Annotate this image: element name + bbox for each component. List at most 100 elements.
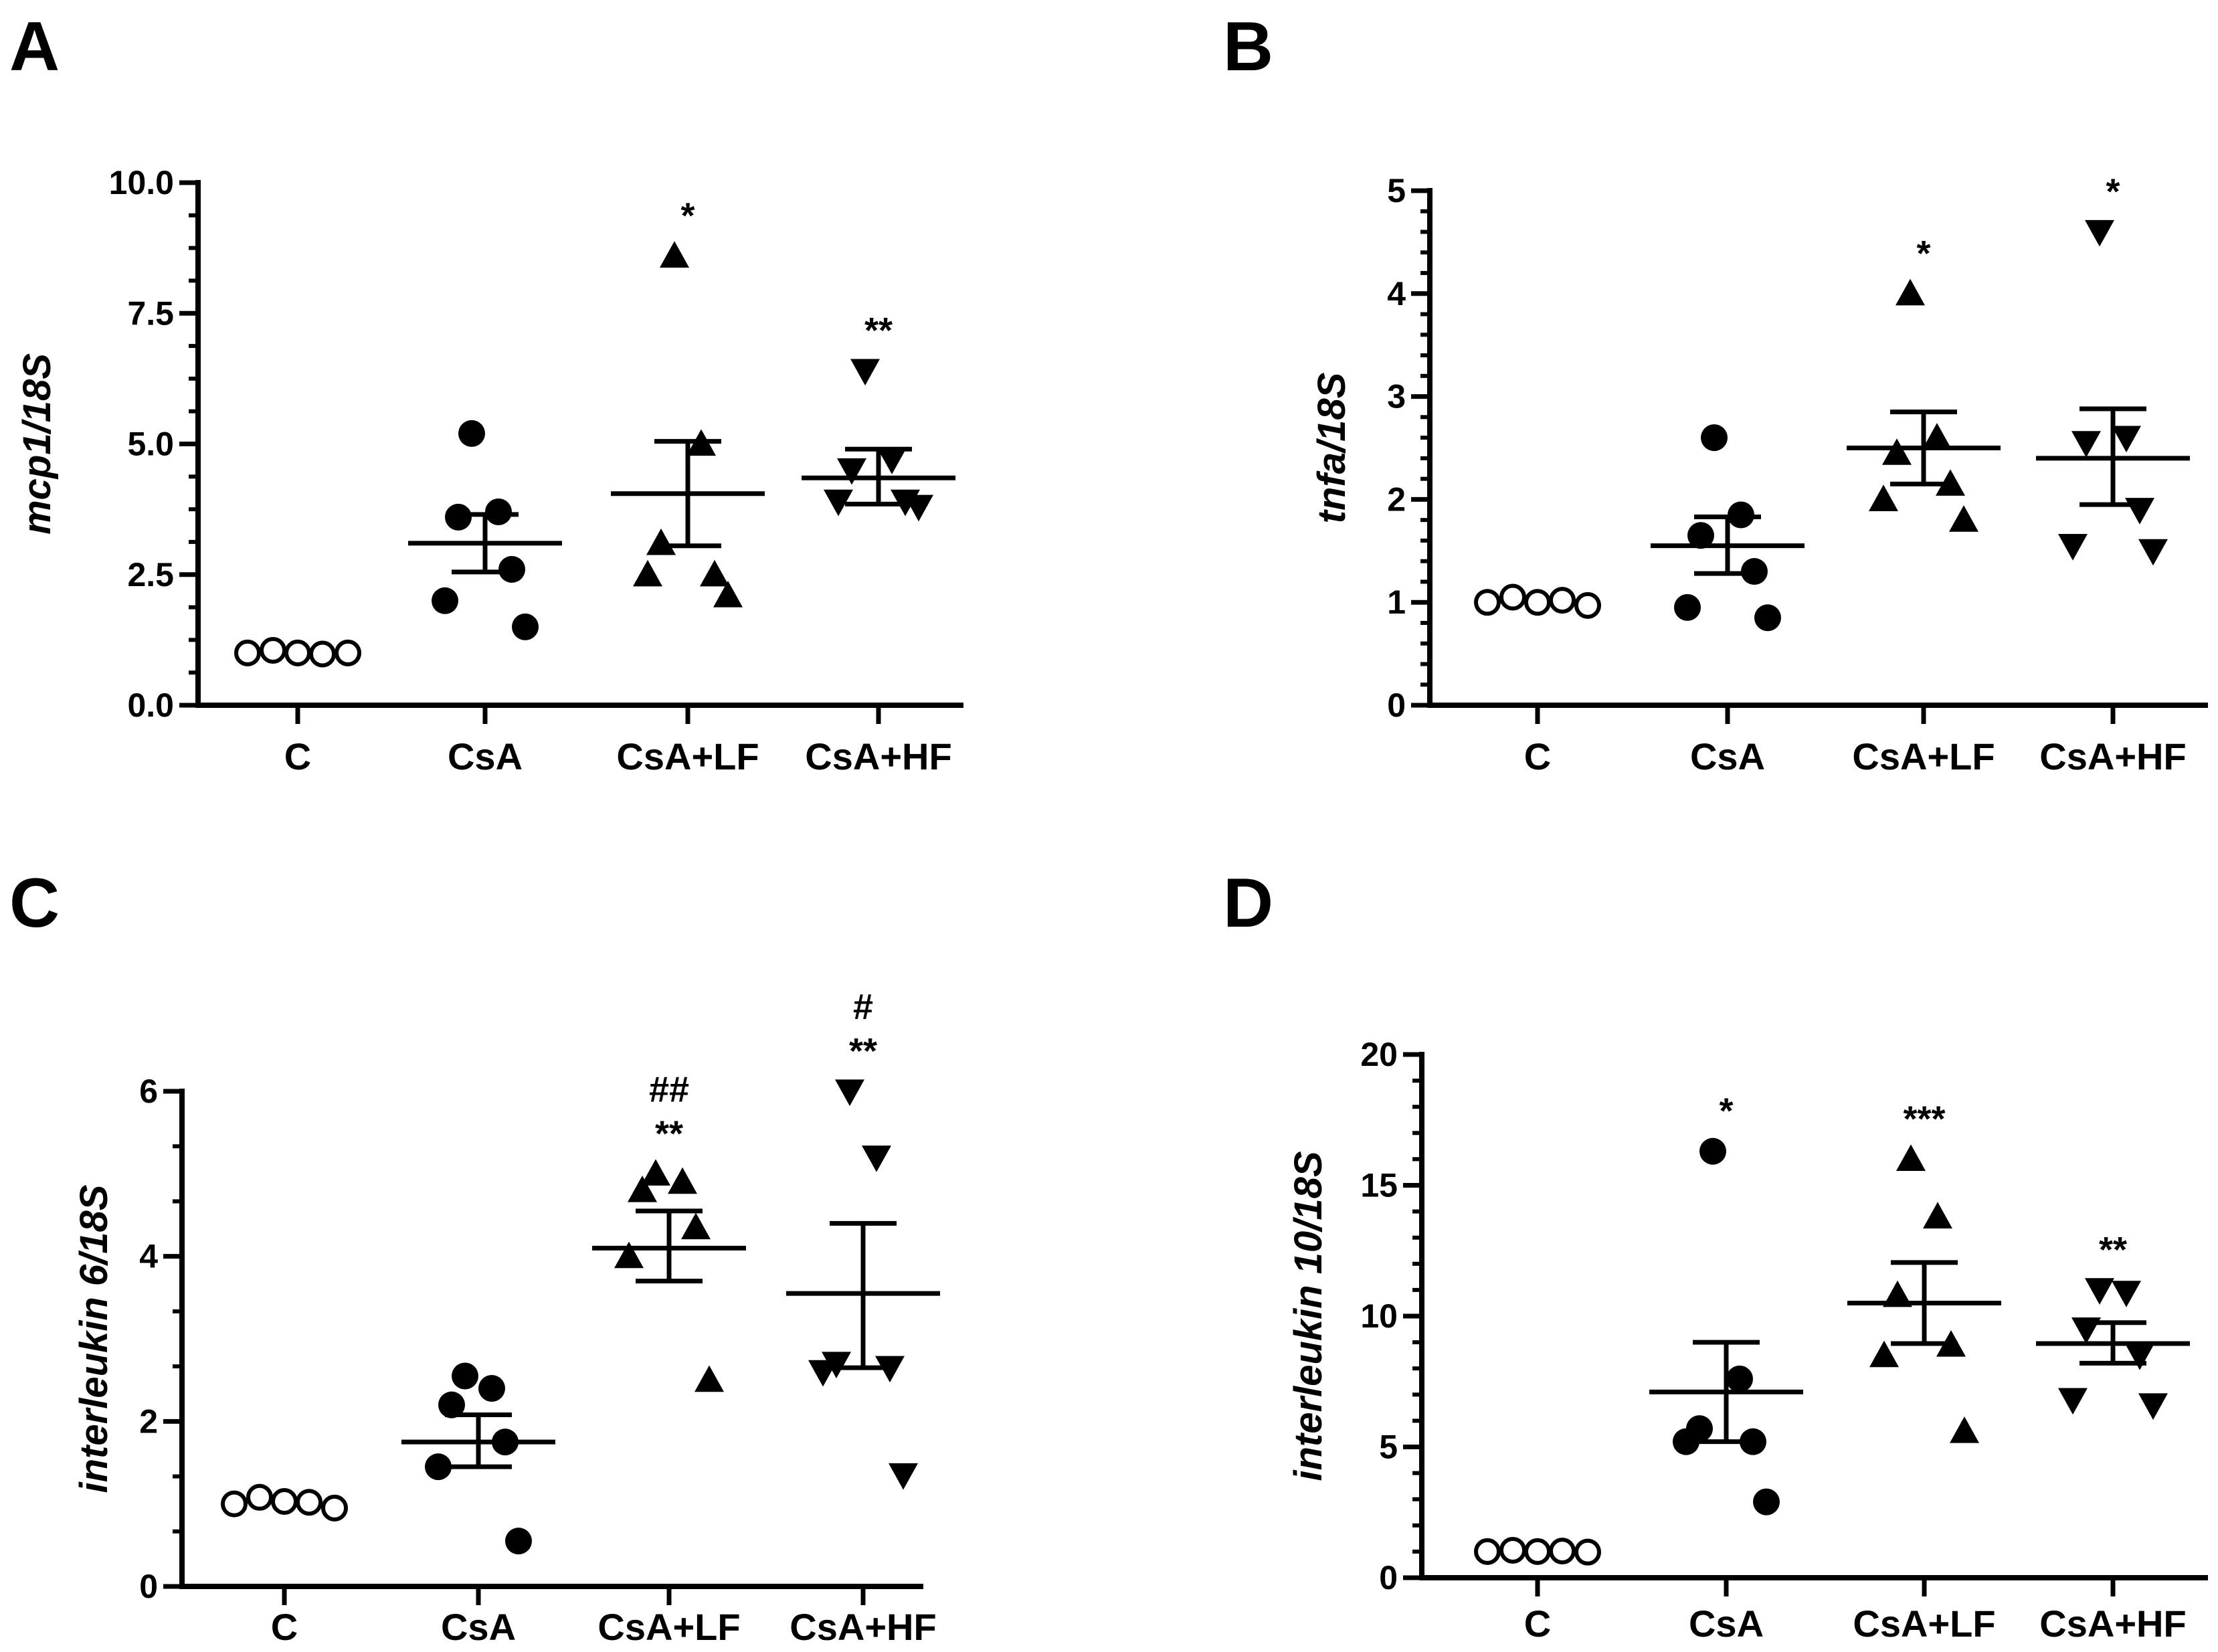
group-csa-plus-hf: **# <box>786 987 940 1490</box>
y-tick-label: 20 <box>1360 1036 1398 1073</box>
data-point <box>889 1463 918 1490</box>
significance-annotation: * <box>1916 234 1930 274</box>
significance-annotation: * <box>1719 1091 1733 1131</box>
y-tick-label: 1 <box>1387 583 1406 621</box>
panel-a: A 0.0 2.5 5.0 7.5 10.0 mcp1/18S C CsA CsA+LF CsA+H… <box>9 8 963 777</box>
data-point <box>1922 423 1952 450</box>
data-point <box>862 1145 891 1172</box>
panel-letter: A <box>9 8 60 86</box>
data-point <box>1896 1144 1926 1171</box>
y-axis-label: mcp1/18S <box>15 353 59 535</box>
y-tick-label: 0.0 <box>127 686 174 724</box>
data-point <box>445 503 472 531</box>
significance-annotation: # <box>853 987 873 1027</box>
data-point <box>1949 505 1978 532</box>
data-point <box>824 489 853 517</box>
data-point <box>1753 1488 1780 1516</box>
data-point <box>1687 522 1714 549</box>
data-point <box>837 458 866 485</box>
data-point <box>877 448 907 474</box>
x-tick-label: CsA+HF <box>805 735 951 777</box>
x-tick-label: CsA <box>1689 1602 1764 1645</box>
data-point <box>2138 539 2168 566</box>
data-point <box>1950 1416 1979 1443</box>
x-tick-label: CsA+HF <box>2039 735 2186 777</box>
data-point <box>271 1487 298 1515</box>
data-point <box>498 555 525 583</box>
data-point <box>452 1362 478 1390</box>
y-tick-label: 5.0 <box>127 426 174 463</box>
data-point <box>835 1079 864 1106</box>
group-csa <box>408 420 562 640</box>
data-point <box>1923 1202 1952 1229</box>
data-point <box>2071 1317 2101 1344</box>
group-csa-plus-lf: * <box>611 195 765 608</box>
data-point <box>2085 219 2114 247</box>
data-point <box>438 1391 465 1418</box>
data-point <box>485 498 512 526</box>
group-csa-plus-lf: **## <box>592 1069 746 1392</box>
data-point <box>822 1352 851 1378</box>
data-point <box>850 359 880 386</box>
y-tick-label: 7.5 <box>127 294 174 332</box>
group-csa-plus-hf: ** <box>802 310 955 522</box>
data-point <box>1524 1538 1551 1565</box>
y-tick-label: 10.0 <box>109 164 174 201</box>
data-point <box>2112 1281 2141 1307</box>
data-point <box>628 1176 657 1202</box>
data-point <box>1549 1538 1576 1565</box>
data-point <box>1524 589 1551 616</box>
group-csa-plus-hf: ** <box>2036 1230 2190 1420</box>
y-axis-label: interleukin 6/18S <box>72 1184 116 1493</box>
significance-annotation: * <box>680 195 695 236</box>
significance-annotation: ## <box>649 1069 689 1109</box>
group-csa-plus-hf: * <box>2036 172 2190 566</box>
y-tick-label: 15 <box>1360 1167 1398 1204</box>
group-csa-plus-lf: *** <box>1847 1099 2001 1443</box>
data-point <box>1673 1428 1699 1455</box>
data-point <box>686 429 716 456</box>
data-point <box>1549 587 1576 614</box>
data-point <box>260 636 286 664</box>
data-point <box>808 1360 838 1387</box>
data-point <box>875 1356 905 1383</box>
data-point <box>1882 438 1912 465</box>
group-c <box>1474 1536 1601 1566</box>
data-point <box>713 580 743 608</box>
data-point <box>1574 1538 1601 1566</box>
data-point <box>2125 1344 2154 1370</box>
data-point <box>2071 431 2101 458</box>
y-tick-label: 4 <box>1387 275 1406 312</box>
y-axis-label: tnfa/18S <box>1310 372 1354 523</box>
panel-letter: C <box>9 864 60 942</box>
data-point <box>1869 1340 1899 1368</box>
data-point <box>1883 1280 1912 1307</box>
x-tick-label: C <box>271 1606 298 1648</box>
y-tick-label: 2 <box>139 1402 158 1440</box>
data-point <box>335 639 361 666</box>
group-csa <box>401 1362 555 1555</box>
group-c <box>234 636 361 668</box>
data-point <box>1936 469 1965 496</box>
y-tick-label: 4 <box>139 1238 158 1275</box>
data-point <box>512 613 539 640</box>
data-point <box>1574 591 1601 619</box>
x-tick-label: CsA+LF <box>1853 1602 1995 1645</box>
data-point <box>458 420 485 447</box>
data-point <box>633 559 662 587</box>
data-point <box>221 1490 248 1518</box>
y-tick-label: 3 <box>1387 378 1406 416</box>
x-tick-label: CsA+LF <box>597 1606 740 1648</box>
data-point <box>2058 534 2088 561</box>
data-point <box>700 559 729 587</box>
group-csa <box>1651 424 1805 632</box>
data-point <box>1499 583 1526 611</box>
y-tick-label: 0 <box>1387 686 1406 724</box>
data-point <box>1499 1536 1526 1564</box>
data-point <box>478 1375 505 1402</box>
data-point <box>1699 1137 1726 1165</box>
data-point <box>284 639 311 666</box>
x-tick-label: CsA+HF <box>790 1606 936 1648</box>
data-point <box>1869 484 1898 511</box>
data-point <box>234 639 261 666</box>
